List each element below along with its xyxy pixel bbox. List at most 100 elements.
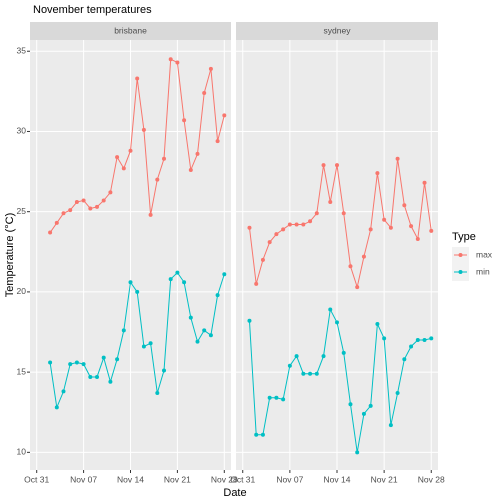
point — [335, 163, 339, 168]
point — [101, 198, 106, 203]
point — [61, 211, 66, 216]
point — [308, 371, 313, 376]
point — [267, 240, 272, 245]
point — [361, 411, 366, 416]
point — [254, 432, 259, 437]
point — [422, 338, 427, 343]
point — [155, 177, 160, 182]
point — [175, 60, 180, 65]
x-tick-label: Nov 28 — [211, 474, 238, 484]
point — [61, 389, 66, 394]
point — [68, 362, 73, 367]
point — [274, 395, 279, 400]
point — [368, 403, 373, 408]
point — [429, 336, 434, 341]
point — [341, 350, 346, 355]
point — [195, 151, 200, 156]
x-tick-label: Nov 14 — [324, 474, 351, 484]
point — [135, 76, 140, 81]
chart-title: November temperatures — [33, 4, 152, 16]
x-tick-label: Nov 07 — [276, 474, 303, 484]
point — [260, 432, 265, 437]
legend-point — [458, 253, 463, 257]
point — [121, 328, 126, 333]
point — [281, 227, 286, 232]
point — [294, 222, 299, 227]
point — [188, 167, 193, 172]
point — [48, 230, 53, 235]
point — [368, 227, 373, 232]
point — [287, 363, 292, 368]
point — [375, 321, 380, 326]
strip-label: brisbane — [114, 25, 147, 35]
series-line — [248, 307, 432, 453]
point — [361, 254, 366, 259]
point — [74, 360, 79, 365]
strip-label: sydney — [324, 25, 352, 35]
point — [128, 280, 133, 285]
point — [54, 405, 59, 410]
point — [88, 206, 93, 211]
point — [301, 222, 306, 227]
point — [321, 354, 326, 359]
point — [314, 211, 319, 216]
point — [395, 390, 400, 395]
x-tick-label: Oct 31 — [24, 474, 49, 484]
point — [247, 318, 252, 323]
point — [415, 338, 420, 343]
point — [254, 281, 259, 286]
point — [215, 139, 220, 144]
point — [162, 156, 166, 161]
point — [395, 156, 400, 161]
point — [108, 379, 113, 384]
point — [415, 236, 420, 241]
point — [328, 200, 333, 205]
point — [222, 272, 227, 277]
point — [101, 355, 106, 360]
y-axis-label: Temperature (°C) — [4, 213, 16, 297]
point — [382, 217, 387, 222]
point — [141, 344, 146, 349]
legend-point — [458, 270, 463, 274]
point — [355, 450, 360, 455]
x-tick-label: Nov 07 — [70, 474, 97, 484]
point — [247, 225, 252, 230]
point — [81, 198, 86, 203]
point — [402, 203, 407, 208]
point — [121, 166, 126, 171]
legend-label: max — [476, 249, 493, 259]
point — [108, 190, 113, 195]
point — [314, 371, 319, 376]
y-tick-label: 20 — [17, 286, 27, 296]
point — [429, 228, 434, 233]
series-line — [248, 158, 432, 289]
y-tick-label: 30 — [17, 126, 27, 136]
point — [115, 357, 120, 362]
point — [54, 220, 59, 225]
point — [260, 257, 265, 262]
point — [128, 148, 133, 153]
point — [88, 374, 93, 379]
point — [48, 360, 53, 365]
legend-label: min — [476, 266, 490, 276]
point — [162, 368, 166, 373]
point — [188, 315, 193, 320]
point — [182, 118, 187, 123]
point — [182, 280, 187, 285]
point — [355, 285, 360, 290]
x-tick-label: Oct 31 — [230, 474, 255, 484]
point — [148, 341, 153, 346]
point — [409, 344, 414, 349]
point — [388, 225, 393, 230]
point — [301, 371, 306, 376]
y-tick-label: 15 — [17, 366, 27, 376]
point — [141, 127, 146, 132]
point — [74, 200, 79, 205]
point — [135, 289, 140, 294]
y-tick-label: 10 — [17, 447, 27, 457]
point — [294, 354, 299, 359]
point — [348, 264, 353, 269]
point — [422, 180, 427, 185]
point — [382, 336, 387, 341]
point — [202, 90, 207, 95]
